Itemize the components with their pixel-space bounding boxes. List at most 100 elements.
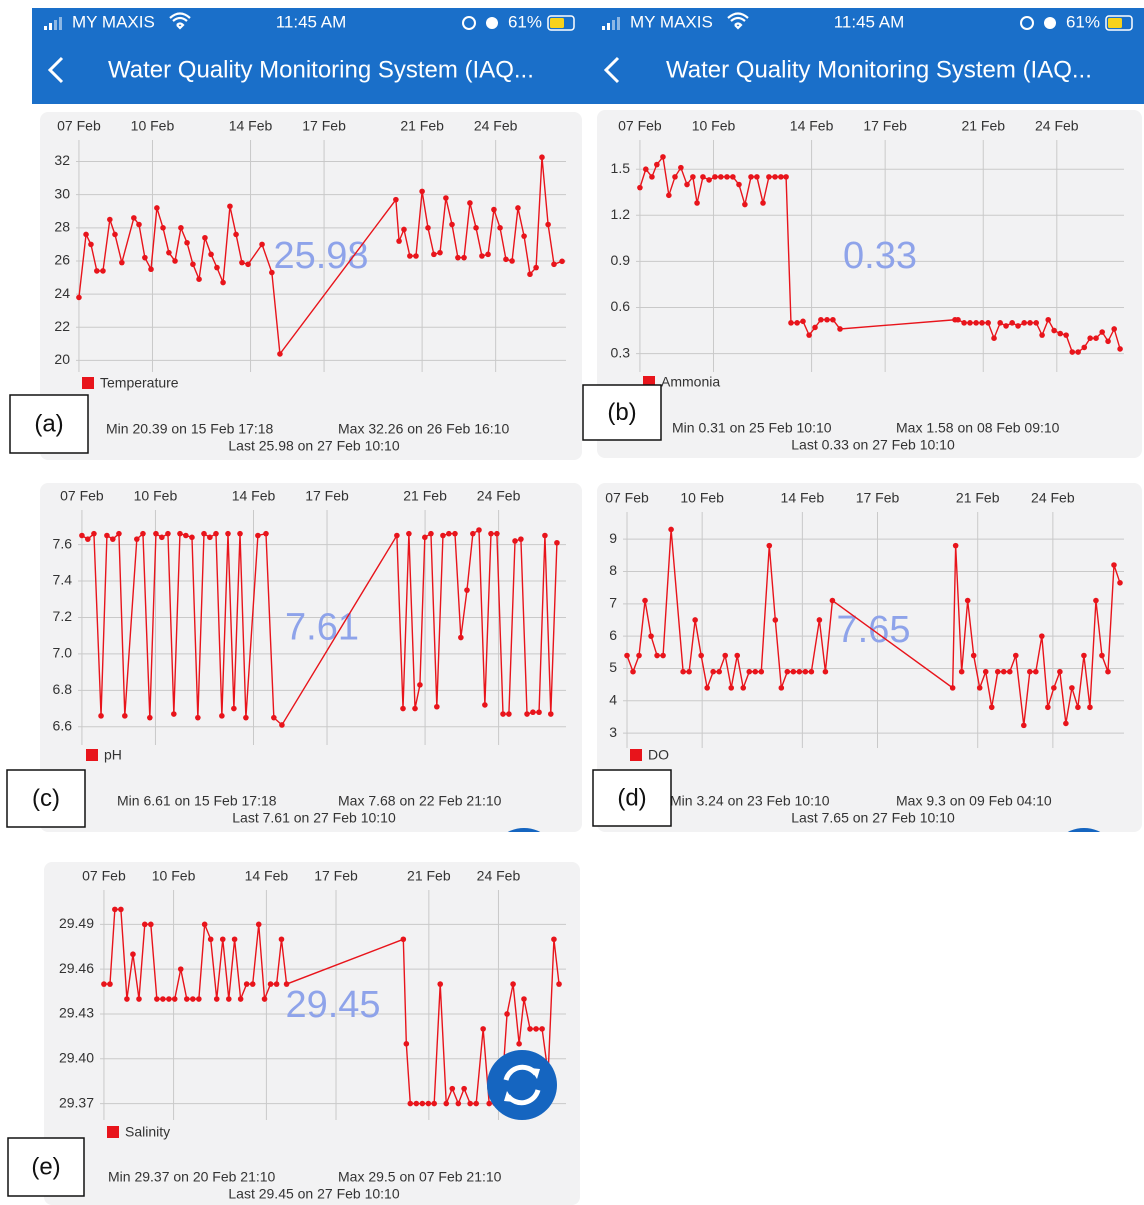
data-point — [1105, 668, 1111, 675]
y-tick-label: 0.9 — [611, 252, 631, 268]
data-point — [1087, 704, 1093, 711]
data-point — [976, 685, 983, 691]
data-point — [79, 532, 85, 539]
card — [597, 110, 1142, 458]
data-point — [273, 981, 280, 987]
current-value: 29.45 — [285, 984, 380, 1026]
signal-icon — [44, 17, 62, 30]
panel-label: (d) — [617, 784, 646, 811]
data-point — [140, 530, 146, 537]
data-point — [419, 1100, 426, 1107]
data-point — [694, 200, 700, 206]
data-point — [207, 936, 214, 943]
data-point — [407, 253, 413, 259]
data-point — [225, 996, 232, 1002]
data-point — [467, 200, 473, 206]
overlay — [487, 828, 1119, 1120]
data-point — [130, 951, 136, 958]
data-point — [263, 530, 269, 537]
panel-label: (a) — [34, 410, 63, 437]
data-point — [160, 225, 166, 231]
refresh-button[interactable] — [1049, 828, 1119, 898]
data-point — [548, 711, 554, 717]
panel-label: (c) — [32, 785, 60, 812]
data-point — [1099, 329, 1105, 335]
data-point — [539, 1026, 545, 1032]
carrier: MY MAXIS — [630, 12, 713, 31]
y-tick-label: 29.37 — [59, 1094, 94, 1110]
data-point — [728, 685, 735, 691]
data-point — [118, 906, 124, 913]
data-point — [202, 234, 208, 241]
data-point — [131, 215, 137, 221]
x-tick-label: 07 Feb — [618, 118, 662, 134]
data-point — [642, 597, 648, 604]
lock-icon — [462, 16, 476, 30]
data-point — [970, 652, 977, 659]
data-point — [949, 685, 956, 691]
y-tick-label: 0.6 — [611, 298, 631, 314]
stat-last: Last 0.33 on 27 Feb 10:10 — [791, 437, 955, 453]
data-point — [259, 241, 265, 248]
data-point — [213, 996, 220, 1002]
data-point — [189, 534, 195, 541]
data-point — [267, 981, 274, 987]
y-tick-label: 7.6 — [53, 535, 73, 551]
data-point — [100, 268, 106, 274]
refresh-button[interactable] — [487, 1050, 557, 1120]
data-point — [704, 685, 710, 691]
data-point — [1045, 316, 1052, 323]
x-tick-label: 10 Feb — [680, 490, 724, 506]
data-point — [1117, 346, 1123, 352]
data-line — [78, 157, 563, 356]
data-point — [431, 1100, 437, 1107]
data-point — [506, 711, 512, 717]
data-point — [110, 536, 116, 542]
clock: 11:45 AM — [834, 12, 905, 31]
data-point — [500, 711, 506, 717]
data-point — [666, 192, 672, 199]
data-point — [1003, 323, 1009, 329]
data-point — [482, 702, 488, 708]
data-point — [422, 534, 428, 541]
data-point — [772, 617, 779, 623]
y-tick-label: 29.43 — [59, 1005, 94, 1021]
data-point — [1051, 685, 1057, 691]
data-point — [227, 203, 233, 210]
data-point — [160, 996, 166, 1002]
data-point — [255, 532, 261, 539]
data-point — [171, 711, 177, 717]
data-point — [752, 668, 759, 675]
data-point — [712, 174, 718, 180]
data-point — [455, 1100, 462, 1107]
data-point — [476, 527, 482, 533]
x-tick-label: 21 Feb — [407, 868, 451, 884]
data-point — [1099, 652, 1105, 659]
data-point — [497, 225, 503, 231]
back-button[interactable] — [603, 56, 620, 84]
data-point — [530, 709, 536, 716]
data-point — [112, 906, 118, 913]
x-tick-label: 21 Feb — [956, 490, 1000, 506]
data-point — [1063, 332, 1069, 338]
data-point — [231, 705, 237, 712]
data-point — [190, 261, 196, 268]
x-tick-label: 17 Feb — [314, 868, 358, 884]
y-tick-label: 1.2 — [611, 206, 631, 222]
data-point — [208, 251, 214, 258]
data-point — [154, 205, 160, 211]
legend-label: pH — [104, 747, 122, 763]
stat-min: Min 0.31 on 25 Feb 10:10 — [672, 420, 832, 436]
data-point — [428, 530, 434, 537]
back-button[interactable] — [47, 56, 64, 84]
stat-max: Max 9.3 on 09 Feb 04:10 — [896, 793, 1052, 809]
data-point — [964, 597, 971, 604]
data-point — [172, 258, 178, 264]
data-point — [225, 530, 231, 537]
data-point — [503, 256, 509, 263]
data-point — [403, 1041, 410, 1047]
data-point — [461, 254, 467, 261]
data-point — [393, 196, 399, 203]
data-point — [1075, 704, 1081, 711]
data-point — [431, 251, 437, 258]
